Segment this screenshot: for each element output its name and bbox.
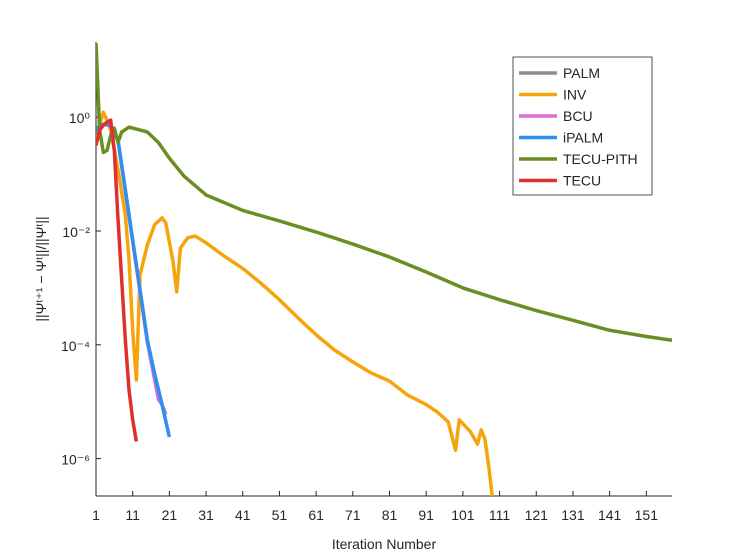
- y-axis-label: ||Ψᵗ⁺¹ − Ψᵗ||/||Ψᵗ||: [33, 216, 49, 321]
- y-tick-label: 10⁻⁴: [61, 338, 90, 354]
- series-line: [96, 110, 494, 496]
- legend: PALM INV BCU iPALM TECU-PITH TECU: [512, 56, 653, 196]
- x-tick-label: 131: [561, 507, 585, 523]
- x-tick-label: 41: [235, 507, 251, 523]
- y-tick-label: 10⁻²: [62, 224, 90, 240]
- legend-label: PALM: [563, 65, 600, 81]
- legend-label: TECU-PITH: [563, 151, 638, 167]
- x-tick-label: 31: [198, 507, 214, 523]
- series-line: [96, 121, 172, 438]
- x-tick-label: 81: [382, 507, 398, 523]
- legend-label: TECU: [563, 173, 601, 189]
- x-tick-label: 141: [598, 507, 622, 523]
- x-tick-label: 101: [451, 507, 475, 523]
- x-tick-label: 11: [125, 507, 140, 523]
- y-tick-label: 10⁻⁶: [61, 452, 90, 468]
- x-tick-label: 91: [418, 507, 434, 523]
- legend-label: iPALM: [563, 130, 603, 146]
- x-tick-label: 151: [635, 507, 659, 523]
- x-tick-label: 21: [162, 507, 178, 523]
- series-line: [96, 118, 139, 442]
- plot-area: [96, 43, 672, 496]
- x-tick-label: 1: [92, 507, 100, 523]
- x-tick-label: 111: [489, 507, 510, 523]
- legend-label: INV: [563, 87, 587, 103]
- x-axis-label: Iteration Number: [332, 536, 437, 552]
- x-tick-label: 71: [345, 507, 361, 523]
- x-tick-label: 61: [308, 507, 324, 523]
- y-tick-label: 10⁰: [69, 110, 91, 126]
- x-tick-label: 51: [272, 507, 288, 523]
- x-tick-label: 121: [525, 507, 549, 523]
- legend-label: BCU: [563, 108, 593, 124]
- legend-box: [512, 56, 653, 196]
